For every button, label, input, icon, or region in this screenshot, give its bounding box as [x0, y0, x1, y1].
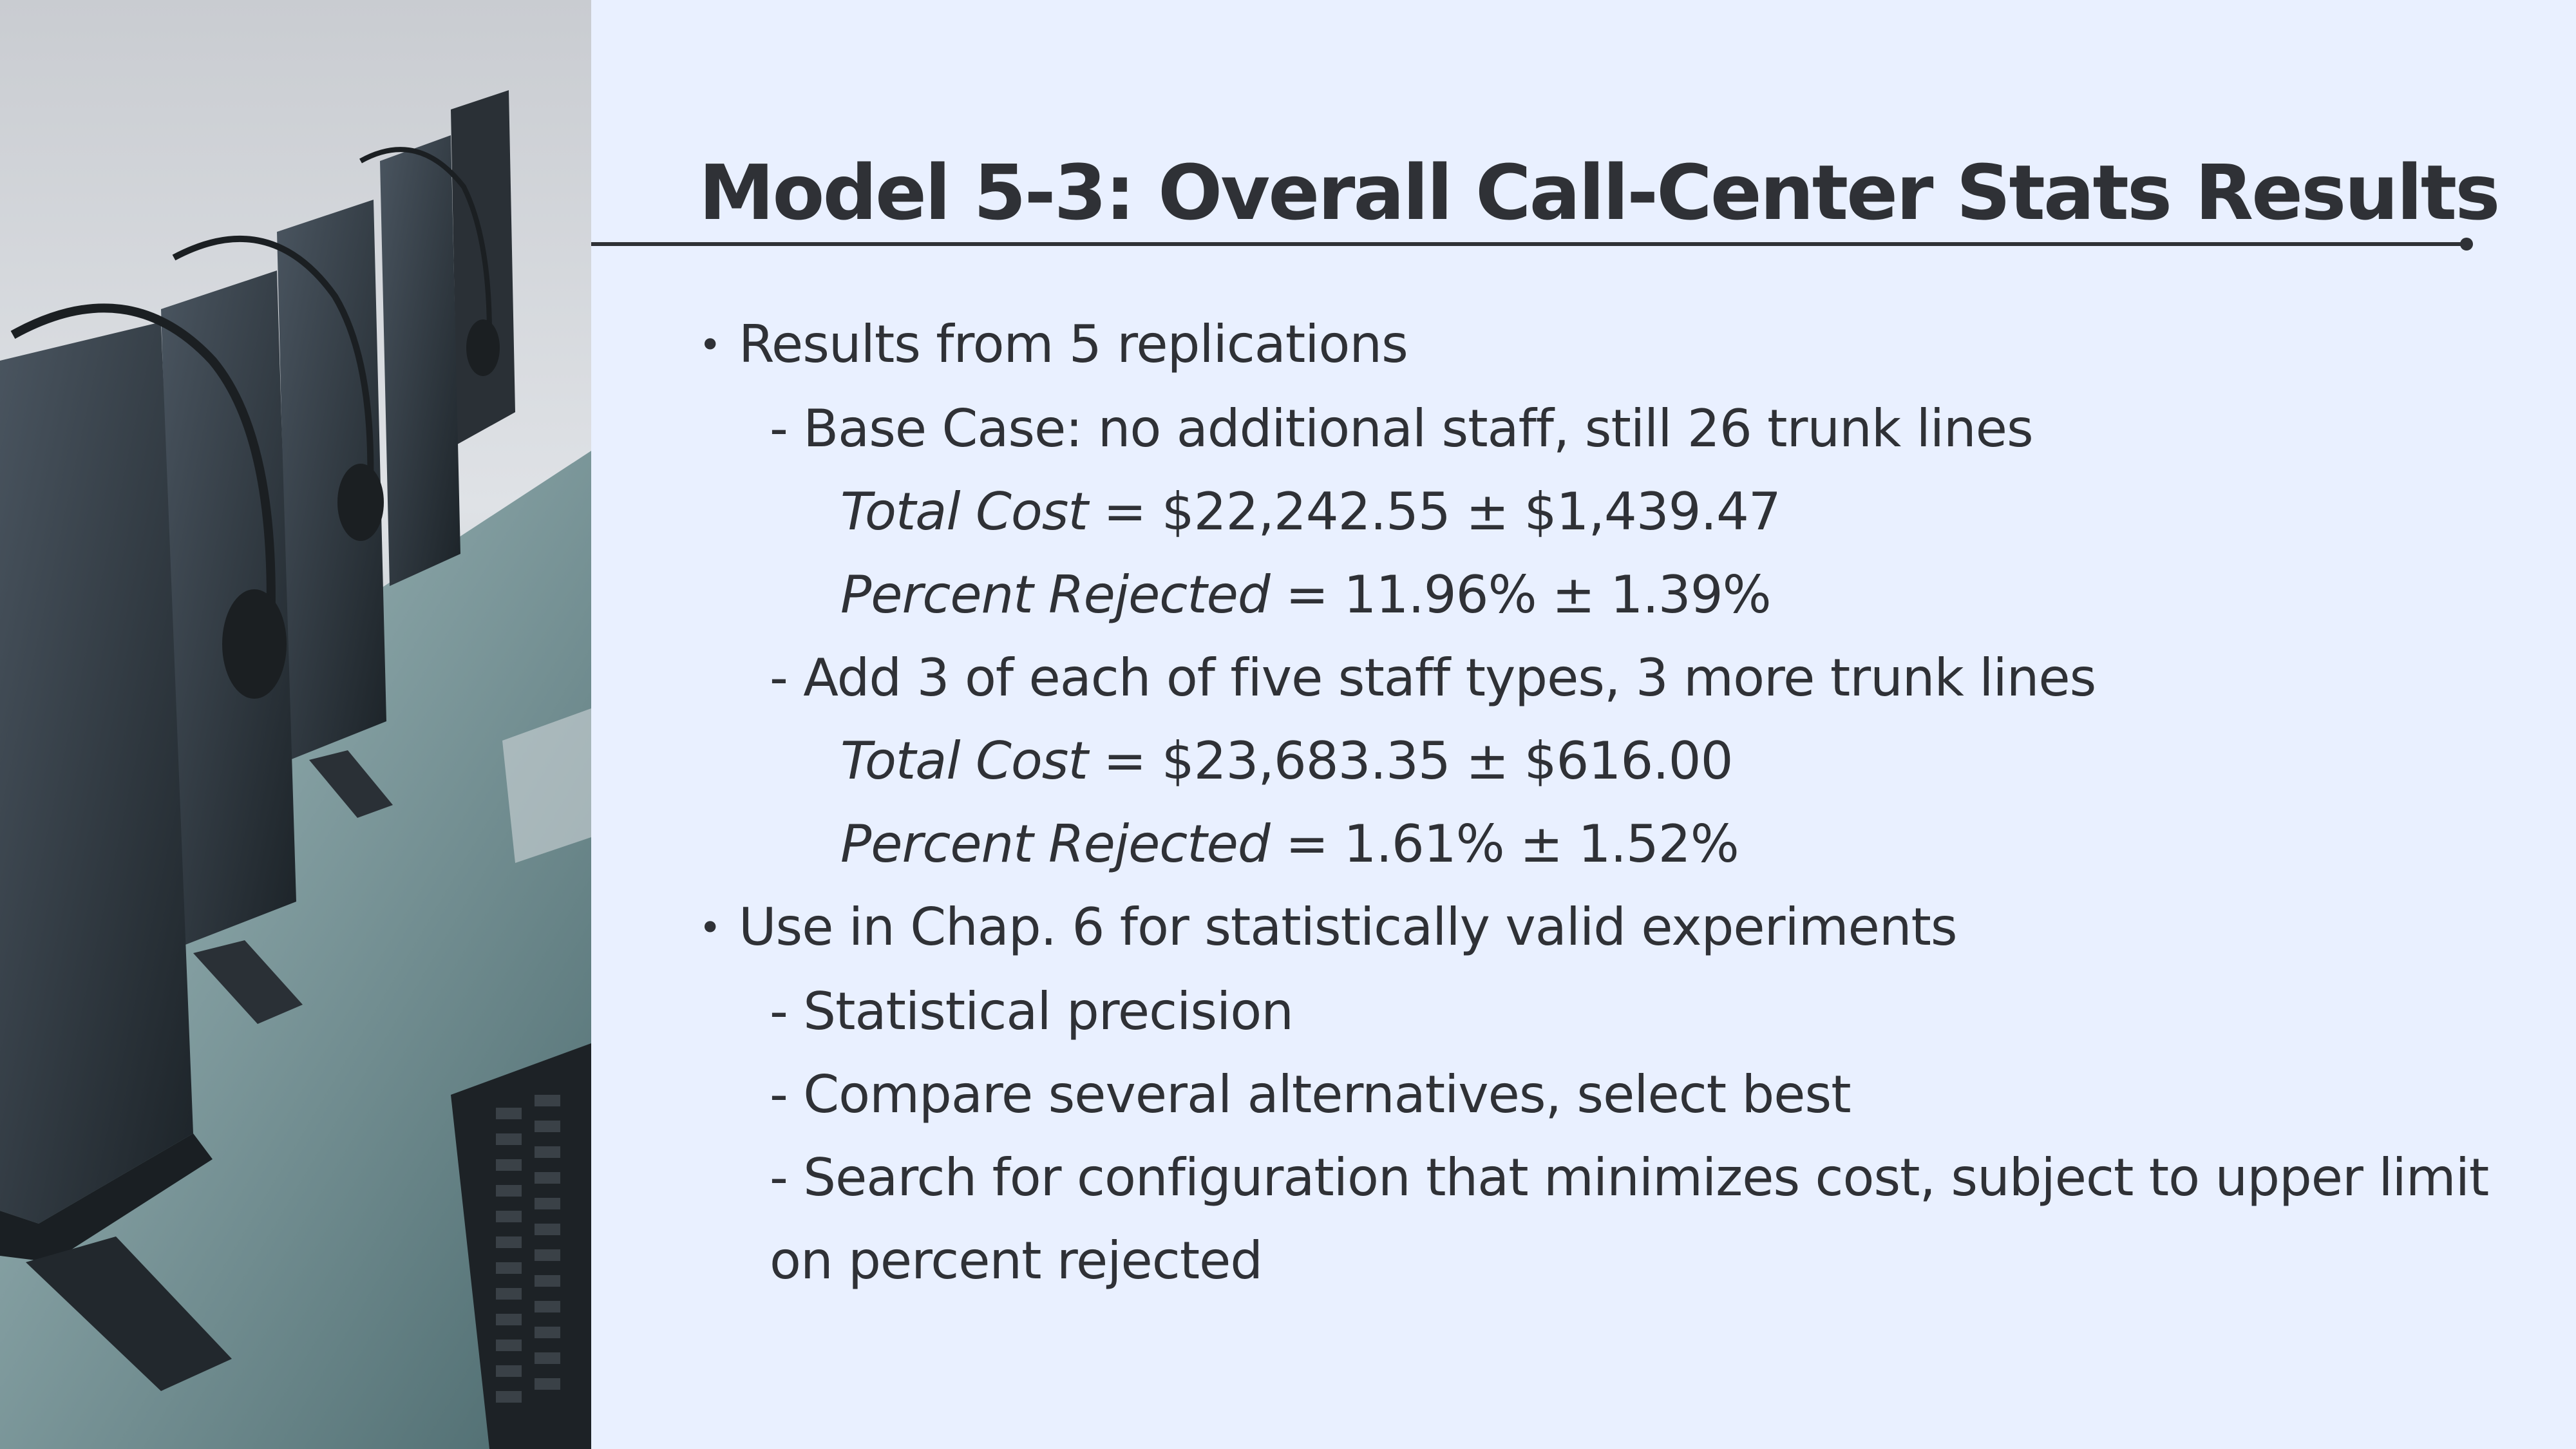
metric-label: Total Cost: [840, 482, 1088, 542]
result-line: Total Cost = $23,683.35 ± $616.00: [699, 719, 2438, 802]
result-line: Percent Rejected = 1.61% ± 1.52%: [699, 802, 2438, 886]
sub-bullet-item: - Base Case: no additional staff, still …: [770, 399, 2034, 459]
sub-bullet-item: - Search for configuration that minimize…: [770, 1148, 2489, 1208]
bullet-text: Use in Chap. 6 for statistically valid e…: [739, 897, 1958, 957]
page-title: Model 5-3: Overall Call-Center Stats Res…: [699, 148, 2500, 237]
bullet-icon: •: [699, 323, 721, 368]
call-center-photo: [0, 0, 591, 1449]
bullet-item: • Use in Chap. 6 for statistically valid …: [699, 886, 2438, 970]
metric-label: Total Cost: [840, 731, 1088, 791]
sub-bullet-item: - Add 3 of each of five staff types, 3 m…: [770, 648, 2096, 708]
metric-value: = $22,242.55 ± $1,439.47: [1087, 482, 1781, 542]
call-center-headset-monitor-photo-icon: [0, 0, 591, 1449]
metric-value: = $23,683.35 ± $616.00: [1087, 731, 1733, 791]
metric-label: Percent Rejected: [840, 814, 1271, 874]
sub-bullet-item: - Statistical precision: [770, 981, 1294, 1041]
metric-value: = 11.96% ± 1.39%: [1269, 565, 1772, 625]
slide-content: • Results from 5 replications - Base Case…: [699, 303, 2489, 1302]
sub-bullet-continuation: on percent rejected: [770, 1231, 1263, 1291]
bullet-text: Results from 5 replications: [739, 314, 1408, 374]
result-line: Percent Rejected = 11.96% ± 1.39%: [699, 553, 2438, 636]
title-divider-dot: [2460, 238, 2473, 251]
metric-label: Percent Rejected: [840, 565, 1271, 625]
metric-value: = 1.61% ± 1.52%: [1269, 814, 1739, 874]
title-divider: [591, 242, 2468, 246]
result-line: Total Cost = $22,242.55 ± $1,439.47: [699, 470, 2438, 553]
bullet-icon: •: [699, 905, 721, 951]
bullet-item: • Results from 5 replications: [699, 303, 2438, 387]
sub-bullet-item: - Compare several alternatives, select b…: [770, 1065, 1852, 1124]
